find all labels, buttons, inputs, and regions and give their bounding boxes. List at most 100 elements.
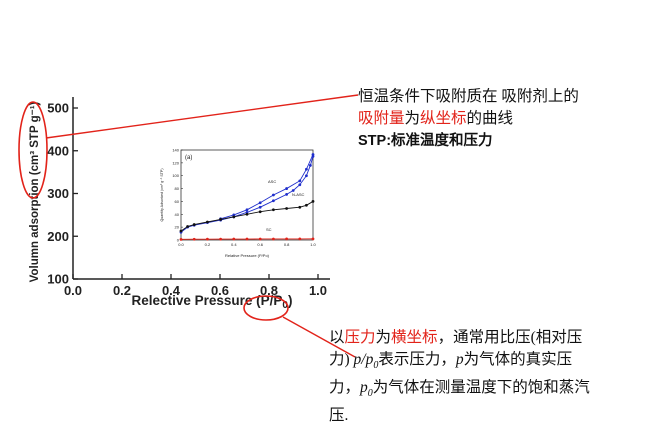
series-point-n-asc [298,205,302,209]
subscript-zero: 0 [373,360,379,372]
inset-y-tick-label: 140 [172,148,179,153]
annotation-bottom: 以压力为横坐标，通常用比压(相对压 力) p/p0表示压力，p为气体的真实压 力… [329,327,639,427]
inset-x-tick-label: 1.0 [310,242,316,247]
inset-x-tick-label: 0.0 [178,242,184,247]
series-point-sc [179,237,183,241]
term-adsorption-amount: 吸附量 [358,110,405,127]
series-point-sc [245,237,249,241]
term-pressure: 压力 [344,329,376,346]
main-x-tick-label: 0.8 [260,283,278,298]
inset-x-tick-label: 0.2 [205,242,211,247]
annotation-top-line2-mid: 为 [404,110,421,127]
series-point-asc [308,164,312,167]
annotation-top-line2: 吸附量为纵坐标的曲线 [358,108,579,130]
series-point-asc [245,210,249,214]
x-label-highlight-ellipse [243,295,289,321]
inset-y-tick-label: 80 [175,186,180,191]
series-line-n-asc [180,201,314,232]
inset-y-tick-label: 120 [172,160,179,165]
inset-x-tick-label: 0.4 [231,242,237,247]
series-point-sc [206,237,209,241]
inset-series [179,153,315,241]
series-point-asc-desorption [311,153,315,156]
series-point-n-asc [232,215,236,219]
series-point-asc [305,174,308,178]
annotation-top-line1: 恒温条件下吸附质在 吸附剂上的 [358,88,579,105]
annotation-top: 恒温条件下吸附质在 吸附剂上的 吸附量为纵坐标的曲线 STP:标准温度和压力 [358,86,579,152]
text-fragment: ，通常用比压(相对压 [437,329,583,346]
series-point-n-asc [285,207,288,210]
term-x-axis: 横坐标 [391,329,438,346]
annotation-top-line2-end: 的曲线 [466,110,514,127]
text-fragment: 以 [329,329,345,346]
main-y-tick-label: 200 [47,229,69,244]
symbol-p-over-p0: p/p [353,351,374,368]
series-point-asc [291,189,295,192]
main-y-ticks: 100 200 300 400 500 [47,101,78,287]
series-point-n-asc [311,200,315,203]
main-y-tick-label: 100 [47,272,69,287]
text-fragment: 为 [375,329,392,346]
series-point-asc-desorption [285,187,288,190]
inset-y-tick-label: 60 [175,199,180,204]
series-point-n-asc [179,229,183,233]
inset-x-tick-label: 0.8 [284,242,290,247]
main-x-ticks: 0.0 0.2 0.4 0.6 0.8 1.0 [64,274,327,298]
series-label-asc: ASC [268,179,276,184]
series-point-sc [272,237,275,241]
text-fragment: 力) [329,351,350,368]
series-point-asc [298,183,302,187]
series-point-sc [298,237,302,241]
series-point-sc [258,237,262,241]
annotation-bottom-line1: 以压力为横坐标，通常用比压(相对压 [329,327,639,349]
inset-y-tick-label: 0 [177,238,180,243]
symbol-p0: p [360,379,368,397]
series-point-sc [219,237,223,241]
y-label-connector-line [45,94,359,139]
series-line-asc-desorption [220,154,314,220]
main-x-tick-label: 0.0 [64,283,82,298]
series-point-asc-desorption [305,167,308,171]
series-point-n-asc [219,218,223,221]
text-fragment: 力， [329,379,361,397]
text-fragment: 为气体的真实压 [463,351,573,368]
inset-y-tick-label: 20 [175,225,180,230]
series-point-asc-desorption [232,213,236,217]
annotation-bottom-line2: 力) p/p0表示压力，p为气体的真实压 [329,349,639,377]
inset-x-axis-label: Relative Pressure (P/Po) [225,253,270,258]
series-point-sc [285,237,288,241]
main-y-tick-label: 400 [47,143,69,158]
subscript-zero: 0 [367,388,373,400]
series-point-n-asc [192,223,196,226]
series-point-asc-desorption [245,208,249,212]
y-label-highlight-ellipse [18,101,48,199]
series-label-sc: SC [266,227,272,232]
inset-x-tick-label: 0.6 [257,242,263,247]
series-point-asc [285,192,288,196]
main-x-tick-label: 0.4 [162,283,181,298]
main-x-tick-label: 1.0 [309,283,327,298]
series-point-asc-desorption [272,193,275,197]
text-fragment: 为气体在测量温度下的饱和蒸汽 [372,379,590,397]
annotation-bottom-line4: 压. [329,407,349,425]
x-label-connector-line [282,316,356,358]
symbol-p: p [455,351,464,368]
main-y-tick-label: 300 [47,186,69,201]
series-point-n-asc [258,210,262,214]
main-y-tick-label: 500 [47,101,69,116]
series-point-n-asc [272,208,275,212]
main-x-tick-label: 0.2 [113,283,131,298]
text-fragment: 表示压力， [378,351,456,368]
series-point-sc [311,237,315,241]
series-point-asc [258,205,262,209]
series-point-asc-desorption [298,179,302,183]
inset-y-tick-label: 100 [172,173,179,178]
series-point-n-asc [245,212,249,216]
term-y-axis: 纵坐标 [420,110,467,127]
series-point-sc [192,237,196,241]
series-point-n-asc [206,220,209,224]
series-point-sc [232,237,236,241]
series-label-nasc: N-ASC [292,192,305,197]
